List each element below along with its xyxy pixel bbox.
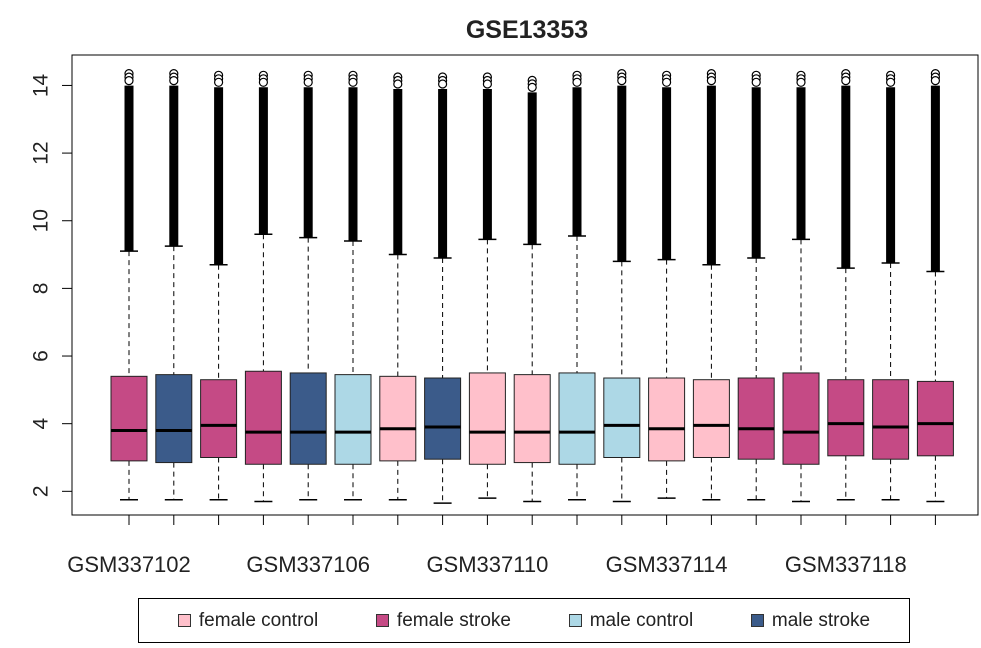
box-body bbox=[603, 377, 641, 458]
outlier-point bbox=[885, 77, 896, 87]
x-axis: GSM337102 GSM337106 GSM337110 GSM337114 GSM3… bbox=[67, 514, 936, 577]
box-body bbox=[872, 379, 910, 460]
outlier-point bbox=[572, 77, 582, 87]
legend-label-male-control: male control bbox=[589, 609, 694, 631]
box-body bbox=[558, 372, 596, 465]
legend-label-female-stroke: female stroke bbox=[396, 609, 511, 631]
outlier-point bbox=[169, 76, 179, 86]
box-gsm337108 bbox=[379, 72, 417, 501]
legend-swatch-female-control bbox=[177, 614, 191, 627]
box-body bbox=[513, 374, 551, 464]
y-tick-label: 10 bbox=[30, 209, 53, 232]
box-gsm337120 bbox=[916, 69, 954, 503]
outlier-point bbox=[617, 76, 627, 86]
y-tick-label: 6 bbox=[30, 350, 53, 362]
x-tick-label: GSM337110 bbox=[426, 552, 548, 577]
box-body bbox=[827, 379, 865, 457]
outlier-point bbox=[348, 77, 358, 87]
legend: female control female stroke male contro… bbox=[138, 598, 910, 643]
legend-label-male-stroke: male stroke bbox=[771, 609, 871, 631]
outlier-point bbox=[124, 76, 134, 86]
legend-label-female-control: female control bbox=[198, 609, 319, 631]
box-gsm337106 bbox=[289, 70, 327, 501]
box-body bbox=[737, 377, 775, 460]
outlier-point bbox=[841, 76, 851, 86]
box-gsm337112 bbox=[558, 70, 596, 501]
chart-title: GSE13353 bbox=[466, 16, 588, 44]
outlier-point bbox=[258, 77, 268, 87]
outlier-point bbox=[930, 76, 941, 86]
box-body bbox=[468, 372, 506, 465]
legend-item-male-control: male control bbox=[568, 609, 694, 632]
box-body bbox=[244, 370, 282, 465]
box-body bbox=[782, 372, 820, 465]
box-body bbox=[110, 375, 148, 462]
outlier-point bbox=[751, 77, 761, 87]
box-series bbox=[110, 69, 954, 504]
box-gsm337109 bbox=[424, 72, 462, 504]
box-gsm337118 bbox=[827, 69, 865, 501]
box-body bbox=[648, 377, 686, 462]
box-body bbox=[424, 377, 462, 460]
x-tick-label: GSM337114 bbox=[606, 552, 728, 577]
x-tick-label: GSM337106 bbox=[246, 552, 370, 577]
box-body bbox=[289, 372, 327, 465]
x-tick-label: GSM337118 bbox=[785, 552, 907, 577]
legend-swatch-female-stroke bbox=[375, 614, 389, 627]
outlier-point bbox=[438, 79, 448, 89]
outlier-point bbox=[796, 77, 806, 87]
box-gsm337117 bbox=[782, 70, 820, 503]
box-gsm337119 bbox=[872, 70, 910, 501]
box-body bbox=[334, 374, 372, 465]
y-tick-label: 2 bbox=[30, 485, 53, 497]
outlier-point bbox=[706, 76, 717, 86]
y-axis: 2 4 6 8 10 12 14 bbox=[30, 73, 73, 497]
box-gsm337103 bbox=[155, 69, 193, 501]
box-gsm337110 bbox=[468, 72, 506, 499]
box-gsm337107 bbox=[334, 70, 372, 501]
box-gsm337105 bbox=[244, 70, 282, 503]
legend-item-male-stroke: male stroke bbox=[750, 609, 871, 632]
outlier-point bbox=[482, 79, 492, 89]
y-tick-label: 12 bbox=[30, 141, 53, 164]
y-tick-label: 14 bbox=[30, 73, 53, 97]
box-gsm337102 bbox=[110, 69, 148, 501]
box-gsm337114 bbox=[648, 70, 686, 499]
box-gsm337104 bbox=[200, 70, 238, 501]
box-gsm337113 bbox=[603, 69, 641, 503]
outlier-point bbox=[214, 77, 224, 87]
box-gsm337115 bbox=[692, 69, 730, 501]
x-tick-label: GSM337102 bbox=[67, 552, 191, 577]
y-tick-label: 4 bbox=[30, 418, 53, 430]
outlier-point bbox=[393, 79, 403, 89]
legend-item-female-control: female control bbox=[177, 609, 319, 632]
legend-swatch-male-control bbox=[568, 614, 582, 627]
box-body bbox=[692, 379, 730, 458]
outlier-point bbox=[527, 82, 537, 92]
box-gsm337116 bbox=[737, 70, 775, 501]
box-body bbox=[200, 379, 238, 458]
outlier-point bbox=[303, 77, 313, 87]
y-tick-label: 8 bbox=[30, 283, 53, 295]
box-body bbox=[916, 380, 954, 457]
legend-item-female-stroke: female stroke bbox=[375, 609, 511, 632]
legend-swatch-male-stroke bbox=[750, 614, 764, 627]
box-body bbox=[379, 375, 417, 462]
box-body bbox=[155, 374, 193, 464]
box-gsm337111 bbox=[513, 75, 551, 503]
outlier-point bbox=[661, 77, 672, 87]
